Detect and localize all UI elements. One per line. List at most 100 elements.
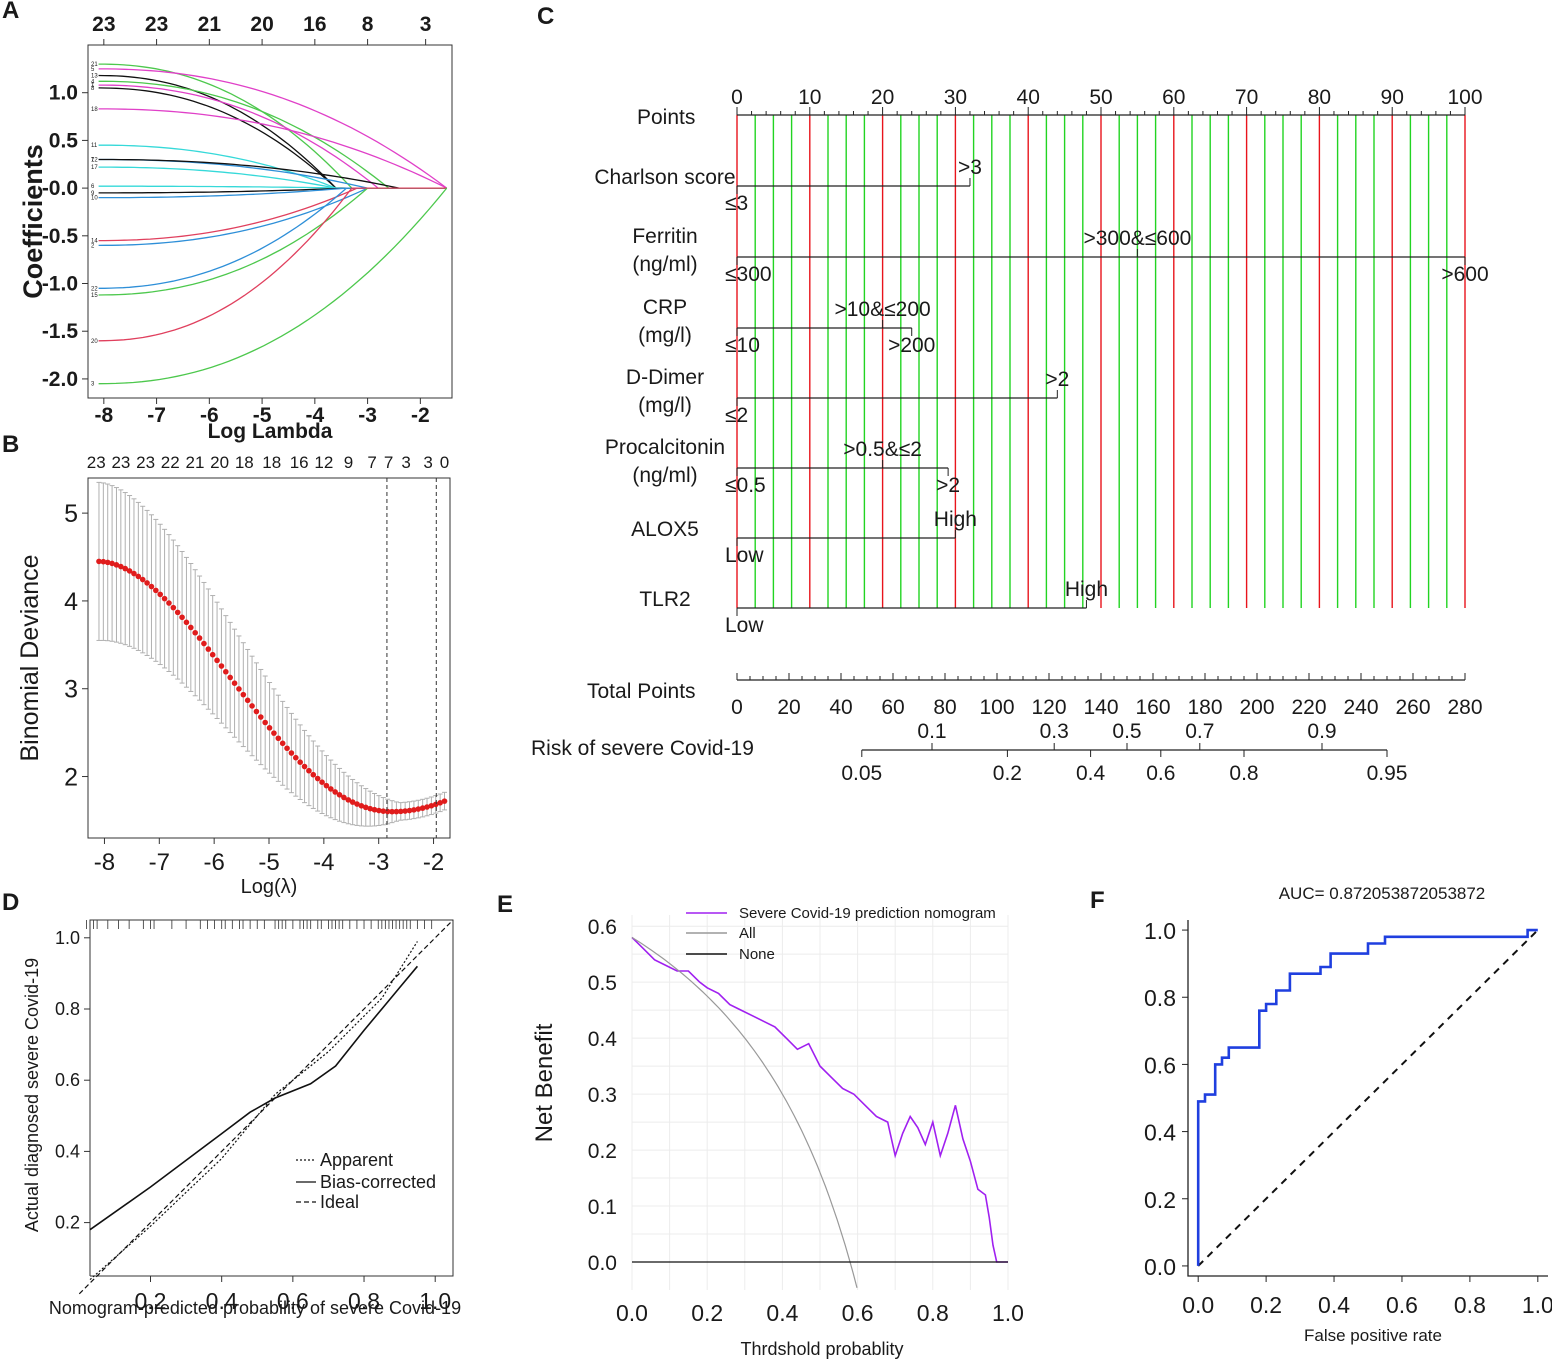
level-label: >300&≤600 bbox=[1083, 227, 1191, 250]
path-index-label: 5 bbox=[91, 67, 95, 73]
x-tick-label: -2 bbox=[423, 849, 444, 876]
points-axis-label: 70 bbox=[1235, 86, 1258, 109]
x-tick-label: 0.4 bbox=[1318, 1292, 1350, 1318]
y-tick-label: 0.4 bbox=[588, 1028, 618, 1051]
deviance-point bbox=[441, 798, 448, 804]
y-tick-label: 0.8 bbox=[55, 999, 80, 1019]
deviance-point bbox=[341, 794, 347, 801]
top-tick-label: 23 bbox=[111, 453, 130, 472]
deviance-point bbox=[166, 600, 172, 606]
coefficient-path bbox=[98, 68, 448, 189]
deviance-point bbox=[354, 801, 360, 807]
path-index-label: 17 bbox=[91, 165, 98, 171]
y-tick-label: 0.8 bbox=[1144, 985, 1176, 1011]
deviance-point bbox=[258, 714, 264, 720]
deviance-point bbox=[336, 792, 343, 798]
deviance-point bbox=[389, 808, 395, 815]
total-points-label: 20 bbox=[777, 696, 800, 719]
x-tick-label: -6 bbox=[200, 404, 219, 427]
deviance-point bbox=[192, 629, 198, 636]
deviance-point bbox=[244, 697, 251, 704]
deviance-point bbox=[174, 609, 181, 616]
deviance-point bbox=[424, 804, 430, 810]
level-label: >600 bbox=[1441, 263, 1488, 286]
x-tick-label: -5 bbox=[258, 849, 279, 876]
chart-title: AUC= 0.872053872053872 bbox=[1279, 884, 1486, 903]
total-points-label: 0 bbox=[731, 696, 743, 719]
panel-label-f: F bbox=[1090, 887, 1105, 914]
coefficient-path bbox=[98, 74, 447, 189]
deviance-point bbox=[323, 782, 330, 789]
path-index-label: 11 bbox=[91, 143, 98, 149]
legend-label: All bbox=[739, 925, 756, 942]
y-tick-label: 3 bbox=[64, 676, 78, 704]
path-index-label: 10 bbox=[91, 196, 98, 202]
coefficient-path bbox=[98, 187, 447, 289]
x-tick-label: 0.0 bbox=[616, 1300, 648, 1326]
deviance-point bbox=[148, 583, 155, 590]
deviance-point bbox=[131, 570, 137, 577]
top-tick-label: 3 bbox=[401, 453, 410, 472]
coefficient-path bbox=[98, 187, 447, 296]
x-axis-title: Nomogram-predicted probability of severe… bbox=[49, 1298, 461, 1318]
deviance-point bbox=[415, 806, 422, 812]
x-tick-label: 0.2 bbox=[691, 1300, 723, 1326]
variable-name: CRP bbox=[643, 296, 687, 319]
deviance-point bbox=[306, 767, 312, 774]
risk-label: 0.1 bbox=[917, 720, 946, 743]
y-tick-label: 0.6 bbox=[588, 916, 617, 939]
x-tick-label: 0.6 bbox=[277, 1288, 309, 1314]
deviance-point bbox=[249, 703, 255, 709]
coefficient-path bbox=[98, 63, 447, 189]
coefficient-path bbox=[98, 87, 447, 189]
deviance-point bbox=[266, 725, 273, 731]
coefficient-path bbox=[98, 187, 447, 342]
deviance-point bbox=[384, 808, 391, 815]
x-tick-label: 0.4 bbox=[766, 1300, 798, 1326]
risk-axis-title: Risk of severe Covid-19 bbox=[531, 737, 754, 760]
x-tick-label: 1.0 bbox=[1522, 1292, 1552, 1318]
path-index-label: 8 bbox=[91, 86, 95, 92]
variable-unit: (mg/l) bbox=[638, 324, 692, 347]
points-axis-title: Points bbox=[637, 106, 695, 129]
total-points-label: 260 bbox=[1395, 696, 1430, 719]
deviance-point bbox=[179, 614, 185, 621]
deviance-point bbox=[214, 657, 220, 664]
level-label: >3 bbox=[958, 156, 982, 179]
total-points-label: 140 bbox=[1083, 696, 1118, 719]
level-label: ≤0.5 bbox=[725, 474, 766, 497]
deviance-point bbox=[419, 805, 426, 811]
points-axis-label: 20 bbox=[871, 86, 894, 109]
path-index-label: 6 bbox=[91, 184, 95, 190]
chance-line bbox=[1197, 929, 1539, 1267]
total-points-label: 120 bbox=[1031, 696, 1066, 719]
path-index-label: 1 bbox=[91, 83, 95, 89]
points-axis-label: 40 bbox=[1017, 86, 1040, 109]
level-label: ≤300 bbox=[725, 263, 772, 286]
legend-label: Ideal bbox=[320, 1192, 359, 1212]
total-points-label: 220 bbox=[1291, 696, 1326, 719]
deviance-point bbox=[109, 560, 115, 567]
deviance-point bbox=[428, 802, 435, 809]
roc-curve bbox=[1196, 928, 1538, 1266]
total-points-label: 60 bbox=[881, 696, 904, 719]
deviance-point bbox=[157, 591, 164, 598]
top-tick-label: 18 bbox=[235, 453, 254, 472]
y-tick-label: -2.0 bbox=[42, 368, 78, 391]
level-label: >10&≤200 bbox=[834, 298, 930, 321]
path-index-label: 7 bbox=[91, 157, 95, 163]
coefficient-path bbox=[98, 187, 447, 242]
deviance-point bbox=[227, 674, 233, 681]
x-tick-label: -7 bbox=[147, 404, 166, 427]
deviance-point bbox=[183, 619, 190, 626]
deviance-point bbox=[262, 719, 268, 726]
x-tick-label: -5 bbox=[253, 404, 272, 427]
path-index-label: 20 bbox=[91, 339, 98, 345]
total-points-label: 200 bbox=[1239, 696, 1274, 719]
y-tick-label: -1.5 bbox=[42, 320, 79, 343]
x-tick-label: -3 bbox=[368, 849, 389, 876]
top-tick-label: 7 bbox=[367, 453, 376, 472]
path-index-label: 4 bbox=[91, 79, 95, 85]
top-tick-label: 0 bbox=[440, 453, 449, 472]
risk-label: 0.6 bbox=[1146, 762, 1175, 785]
